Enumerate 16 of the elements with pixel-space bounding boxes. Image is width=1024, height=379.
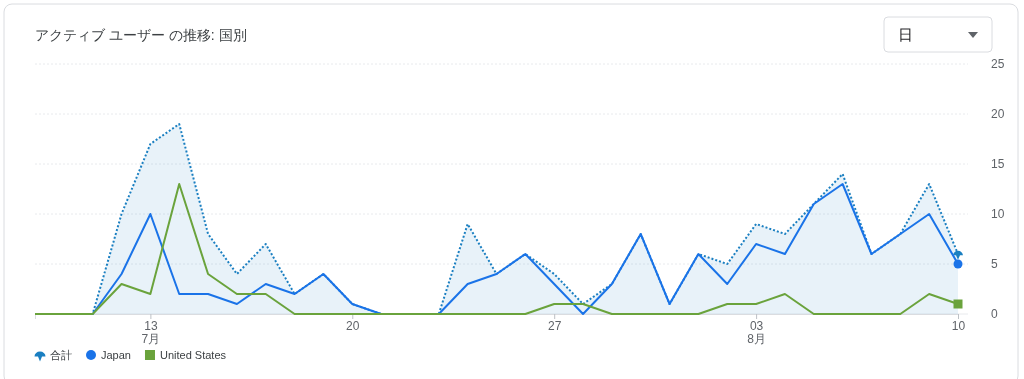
dropdown-field: 日 bbox=[883, 16, 993, 53]
legend-label: United States bbox=[159, 349, 227, 361]
y-tick-label: 5 bbox=[991, 257, 998, 272]
legend-label: Japan bbox=[101, 349, 131, 361]
y-tick-label: 10 bbox=[991, 207, 1005, 222]
x-tick-label: 27 bbox=[548, 319, 562, 333]
legend-label: 合計 bbox=[50, 349, 72, 361]
x-tick-label: 13 7月 bbox=[141, 319, 161, 346]
y-tick-label: 15 bbox=[991, 157, 1005, 172]
x-tick-label: 03 8月 bbox=[747, 319, 766, 346]
y-tick-label: 0 bbox=[991, 307, 998, 322]
y-tick-label: 20 bbox=[991, 107, 1005, 122]
x-tick-label: 10 bbox=[951, 319, 966, 333]
chart-title: アクティブ ユーザー の推移: 国別 bbox=[35, 27, 247, 43]
x-tick-label: 20 bbox=[346, 319, 360, 333]
y-tick-label: 25 bbox=[991, 57, 1005, 72]
